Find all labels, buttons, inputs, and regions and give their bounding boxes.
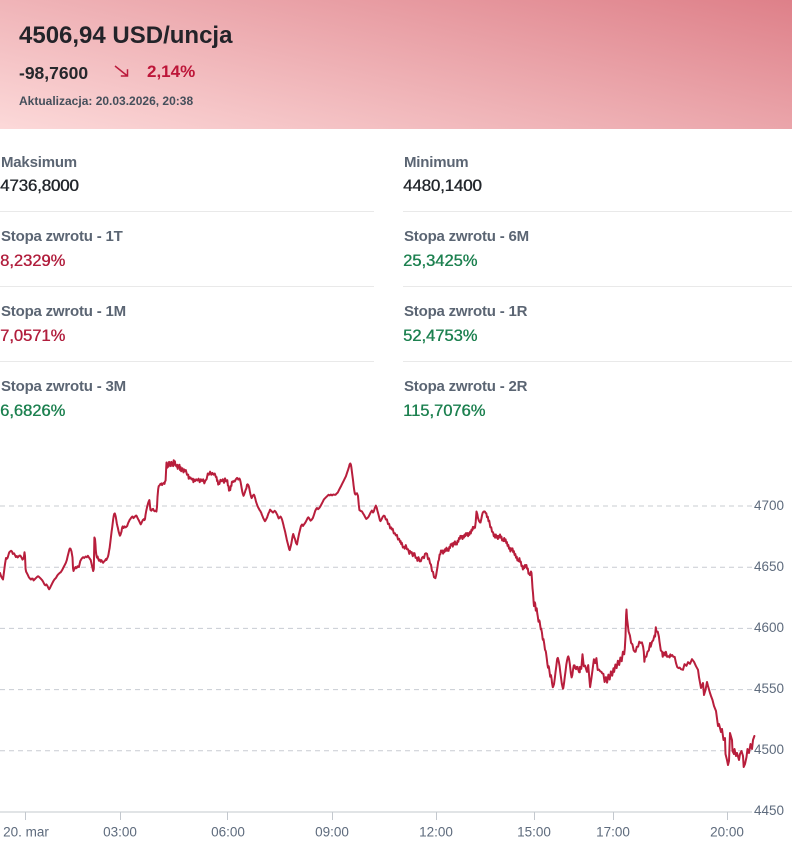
svg-text:09:00: 09:00 <box>315 825 349 840</box>
svg-text:20:00: 20:00 <box>710 825 744 840</box>
svg-text:4650: 4650 <box>754 559 784 574</box>
svg-text:06:00: 06:00 <box>211 825 245 840</box>
svg-text:4550: 4550 <box>754 681 784 696</box>
svg-text:4600: 4600 <box>754 620 784 635</box>
svg-text:03:00: 03:00 <box>103 825 137 840</box>
svg-text:4700: 4700 <box>754 498 784 513</box>
svg-text:17:00: 17:00 <box>596 825 630 840</box>
svg-text:4450: 4450 <box>754 803 784 818</box>
svg-text:20. mar: 20. mar <box>3 825 49 840</box>
svg-text:12:00: 12:00 <box>419 825 453 840</box>
svg-text:15:00: 15:00 <box>517 825 551 840</box>
svg-text:4500: 4500 <box>754 742 784 757</box>
